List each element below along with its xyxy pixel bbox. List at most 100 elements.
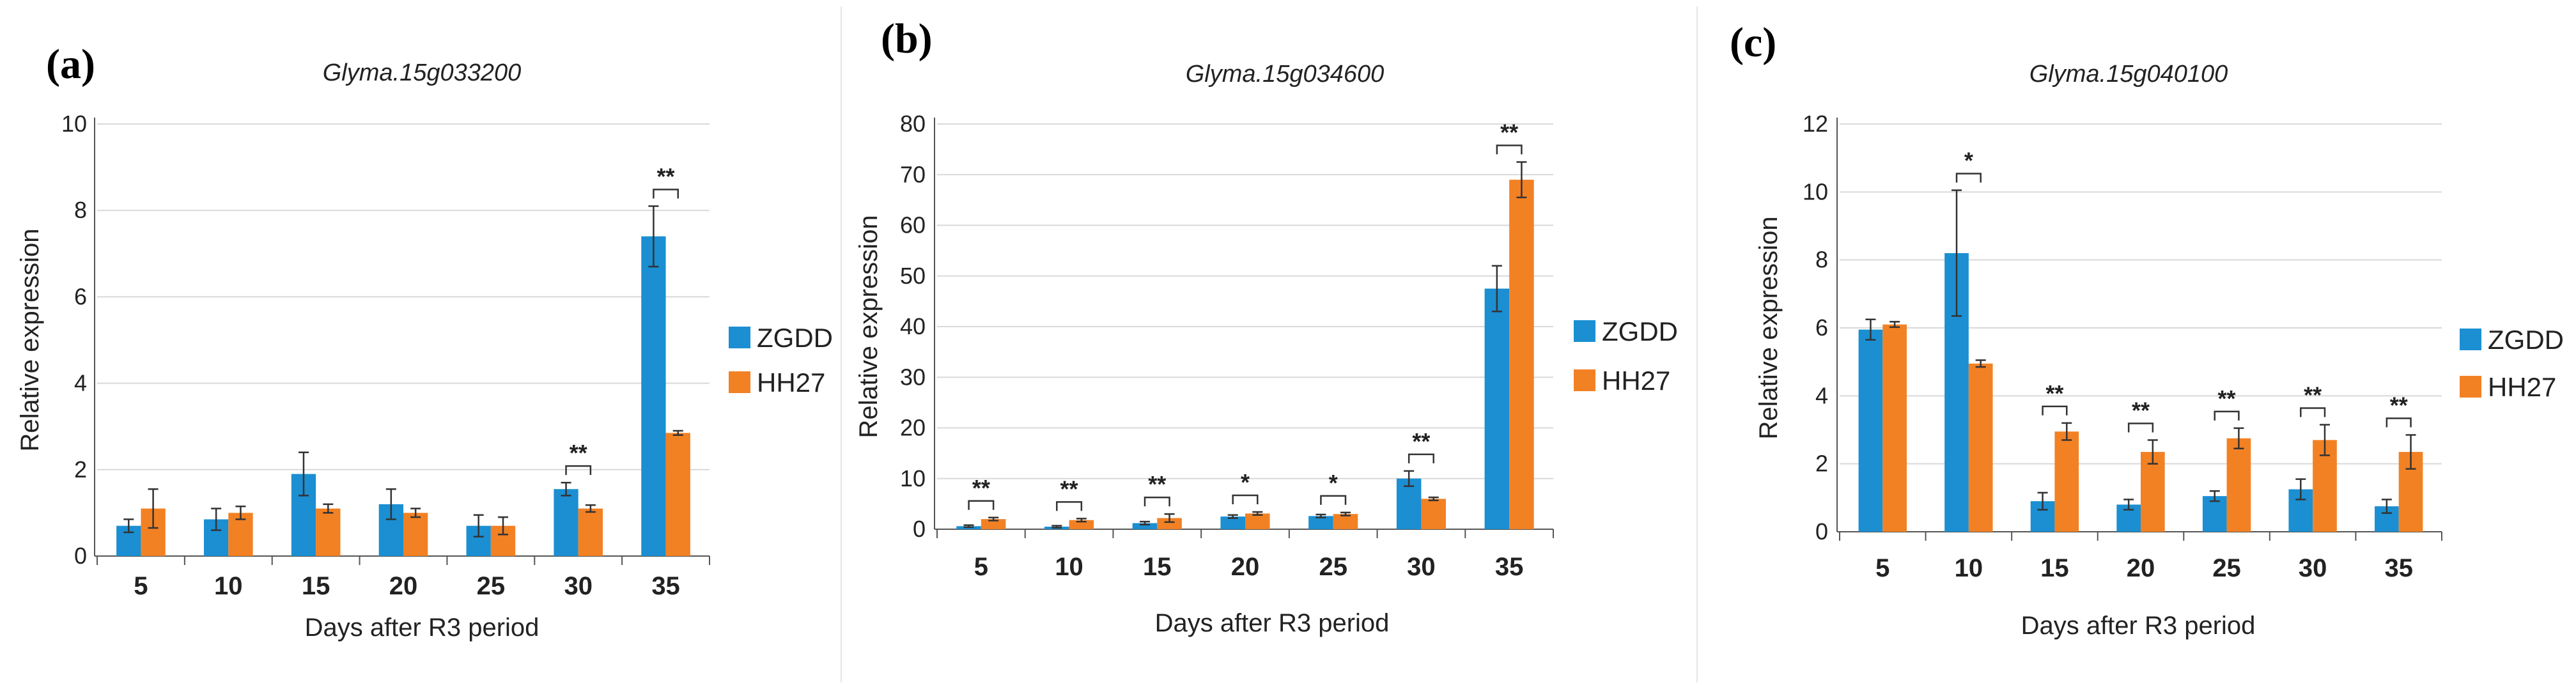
y-tick-label: 4 xyxy=(74,370,87,396)
x-tick-label: 25 xyxy=(2212,554,2241,582)
x-tick-label: 20 xyxy=(2127,554,2155,582)
significance-bracket xyxy=(653,189,679,199)
y-tick-label: 60 xyxy=(900,212,926,238)
y-tick-label: 6 xyxy=(1815,314,1828,341)
x-axis-label: Days after R3 period xyxy=(305,614,539,642)
chart-title: Glyma.15g034600 xyxy=(1186,61,1385,88)
bar-zgdd-35 xyxy=(1484,288,1510,529)
x-tick-label: 20 xyxy=(389,572,418,600)
x-tick-label: 15 xyxy=(302,572,330,600)
legend-label-hh27: HH27 xyxy=(2488,372,2556,402)
y-tick-label: 10 xyxy=(1803,178,1828,205)
legend-swatch-hh27 xyxy=(729,371,750,393)
significance-marker: ** xyxy=(1412,428,1430,454)
bar-hh27-20 xyxy=(2141,452,2165,532)
significance-marker: ** xyxy=(657,163,675,189)
x-axis-label: Days after R3 period xyxy=(1155,609,1390,637)
bar-hh27-15 xyxy=(1157,518,1182,529)
y-tick-label: 40 xyxy=(900,313,926,339)
y-tick-label: 70 xyxy=(900,161,926,187)
y-axis-label: Relative expression xyxy=(855,215,883,438)
y-tick-label: 20 xyxy=(900,415,926,441)
significance-marker: ** xyxy=(1060,476,1078,502)
significance-marker: ** xyxy=(972,475,990,501)
y-tick-label: 2 xyxy=(1815,451,1828,477)
significance-bracket xyxy=(968,500,995,510)
significance-marker: ** xyxy=(2304,382,2322,408)
bar-zgdd-20 xyxy=(1220,516,1245,529)
bar-zgdd-15 xyxy=(1132,523,1158,529)
bar-zgdd-5 xyxy=(1858,329,1883,532)
bar-hh27-15 xyxy=(2054,431,2079,532)
x-tick-label: 30 xyxy=(1407,553,1436,581)
significance-marker: ** xyxy=(2045,380,2063,406)
legend-label-zgdd: ZGDD xyxy=(757,323,833,353)
significance-marker: ** xyxy=(2390,392,2408,418)
legend-label-zgdd: ZGDD xyxy=(2488,325,2564,355)
x-tick-label: 35 xyxy=(1495,553,1524,581)
x-tick-label: 5 xyxy=(134,572,148,600)
significance-marker: ** xyxy=(1148,471,1166,497)
x-tick-label: 15 xyxy=(1143,553,1172,581)
significance-bracket xyxy=(2386,417,2412,428)
y-axis-label: Relative expression xyxy=(16,228,44,451)
panel-label: (a) xyxy=(46,41,95,88)
legend-swatch-zgdd xyxy=(2460,329,2481,350)
y-tick-label: 80 xyxy=(900,111,926,137)
bar-hh27-25 xyxy=(2226,438,2251,532)
legend-swatch-hh27 xyxy=(1574,369,1595,391)
significance-marker: ** xyxy=(1500,119,1518,145)
x-tick-label: 15 xyxy=(2040,554,2069,582)
legend-label-hh27: HH27 xyxy=(757,368,825,398)
significance-bracket xyxy=(1232,494,1259,505)
x-tick-label: 20 xyxy=(1231,553,1260,581)
x-tick-label: 10 xyxy=(1055,553,1083,581)
significance-bracket xyxy=(1144,496,1170,507)
x-tick-label: 30 xyxy=(564,572,593,600)
y-tick-label: 8 xyxy=(74,197,87,223)
significance-marker: ** xyxy=(570,440,587,466)
significance-bracket xyxy=(2300,407,2326,417)
chart-panel-a: (a) Glyma.15g033200 0 2 4 6 8 10 5 10 15 20 25 30 35 **… xyxy=(16,41,833,642)
y-tick-label: 0 xyxy=(913,516,926,542)
x-tick-label: 35 xyxy=(2384,554,2413,582)
legend-swatch-hh27 xyxy=(2460,376,2481,398)
x-tick-label: 25 xyxy=(1319,553,1347,581)
y-tick-label: 8 xyxy=(1815,247,1828,273)
bar-hh27-30 xyxy=(1421,499,1446,529)
bar-zgdd-25 xyxy=(2202,496,2227,532)
chart-panel-b: (b) Glyma.15g034600 0 10 20 30 40 50 60 70 80 5 10 15… xyxy=(855,15,1678,637)
bar-hh27-10 xyxy=(1968,363,1993,532)
legend-label-hh27: HH27 xyxy=(1602,366,1670,396)
significance-bracket xyxy=(1056,501,1083,511)
bar-hh27-20 xyxy=(1245,513,1270,529)
y-tick-label: 10 xyxy=(61,111,87,137)
chart-panel-c: (c) Glyma.15g040100 0 2 4 6 8 10 12 5 10 15 20 25 30 35… xyxy=(1730,19,2564,640)
x-tick-label: 10 xyxy=(214,572,243,600)
bar-hh27-5 xyxy=(981,519,1006,529)
y-tick-label: 2 xyxy=(74,456,87,483)
x-tick-label: 25 xyxy=(477,572,506,600)
x-tick-label: 30 xyxy=(2299,554,2327,582)
significance-marker: * xyxy=(1241,469,1250,495)
panel-label: (c) xyxy=(1730,19,1776,66)
bar-zgdd-30 xyxy=(554,489,578,556)
bar-hh27-35 xyxy=(665,433,690,556)
significance-marker: * xyxy=(1964,148,1973,174)
significance-marker: * xyxy=(1329,470,1338,496)
y-tick-label: 30 xyxy=(900,364,926,390)
bar-hh27-25 xyxy=(1333,514,1358,529)
significance-bracket xyxy=(1955,173,1982,183)
significance-bracket xyxy=(2042,405,2068,415)
significance-marker: ** xyxy=(2132,397,2150,423)
x-tick-label: 5 xyxy=(974,553,988,581)
significance-marker: ** xyxy=(2218,385,2236,412)
y-tick-label: 10 xyxy=(900,465,926,492)
bar-zgdd-35 xyxy=(641,236,666,556)
bar-hh27-15 xyxy=(316,508,341,556)
significance-bracket xyxy=(1496,144,1523,155)
significance-bracket xyxy=(2214,410,2240,421)
bar-hh27-10 xyxy=(1069,520,1094,529)
panel-label: (b) xyxy=(881,15,933,62)
x-tick-label: 35 xyxy=(651,572,680,600)
